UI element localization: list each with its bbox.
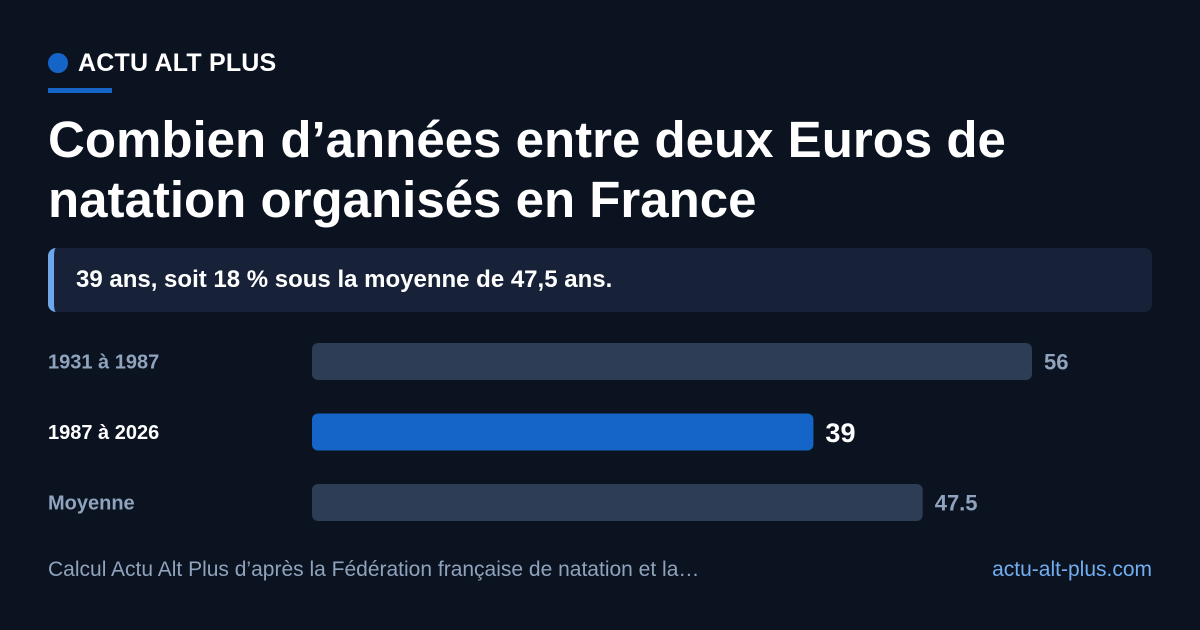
brand: ACTU ALT PLUS <box>48 48 276 78</box>
value-label: 39 <box>825 418 855 448</box>
bar <box>312 343 1032 380</box>
callout-box: 39 ans, soit 18 % sous la moyenne de 47,… <box>48 248 1152 312</box>
value-label: 56 <box>1044 350 1068 375</box>
bar <box>312 484 923 521</box>
brand-name: ACTU ALT PLUS <box>78 48 277 77</box>
brand-underline <box>48 88 112 93</box>
brand-dot-icon <box>48 53 68 73</box>
category-label: 1987 à 2026 <box>48 422 159 444</box>
bar <box>312 413 814 451</box>
value-label: 47.5 <box>935 491 978 516</box>
footer-source: Calcul Actu Alt Plus d’après la Fédérati… <box>48 558 700 581</box>
category-label: 1931 à 1987 <box>48 352 159 374</box>
callout-text: 39 ans, soit 18 % sous la moyenne de 47,… <box>76 266 613 293</box>
page-title: Combien d’années entre deux Euros de nat… <box>48 111 1006 228</box>
footer-site-link[interactable]: actu-alt-plus.com <box>992 558 1152 581</box>
category-label: Moyenne <box>48 493 135 515</box>
